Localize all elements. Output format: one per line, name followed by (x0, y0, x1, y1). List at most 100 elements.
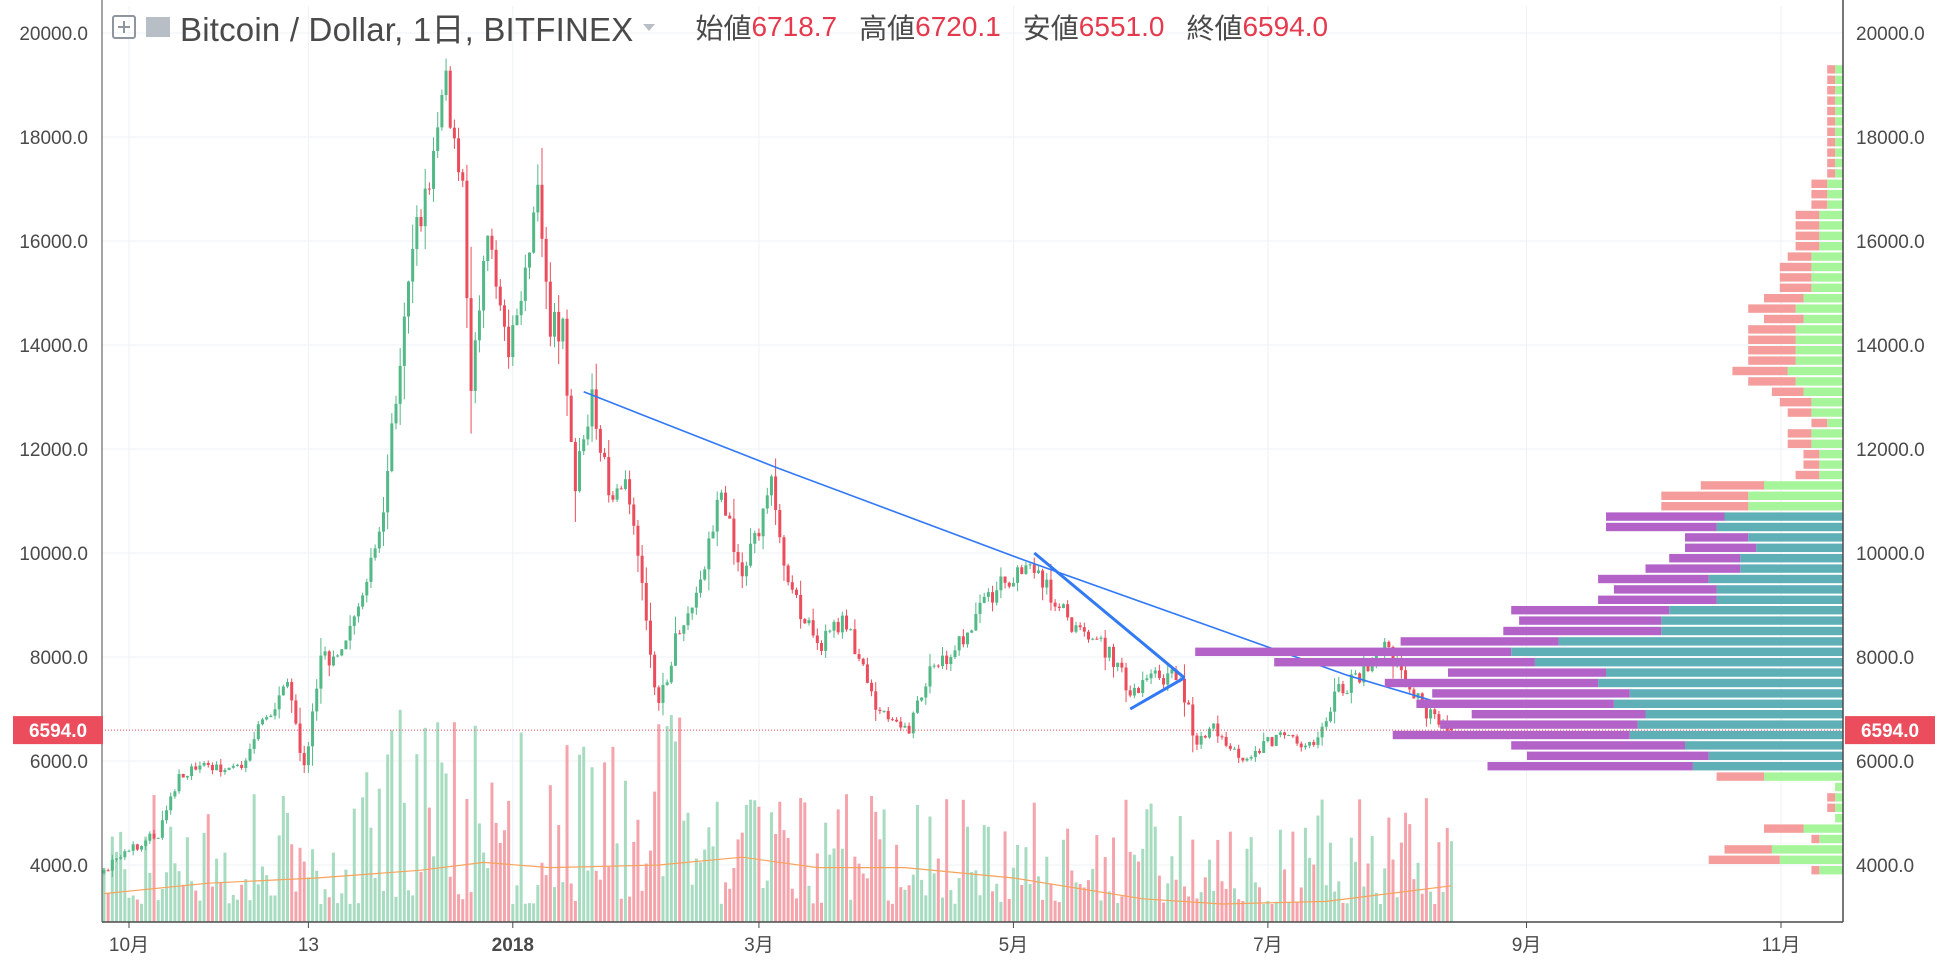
candle-body (286, 682, 290, 687)
volume-profile-bar-down (1811, 834, 1820, 844)
candle-body (540, 184, 544, 239)
symbol-title[interactable]: Bitcoin / Dollar, 1日, BITFINEX (180, 11, 634, 48)
candle-body (1270, 737, 1274, 746)
volume-profile-bar-up (1835, 169, 1843, 178)
volume-profile-bar-down (1716, 772, 1764, 781)
volume-profile-bar-up (1835, 86, 1843, 95)
candle-body (561, 318, 565, 342)
candle-body (553, 311, 557, 337)
volume-bar (156, 900, 160, 922)
volume-profile-bar-down (1724, 845, 1772, 854)
candle-body (648, 620, 652, 655)
candle-body (761, 508, 765, 537)
candle-body (1387, 641, 1391, 648)
candle-body (1233, 748, 1237, 750)
candle-body (1141, 680, 1145, 694)
volume-bar (1349, 837, 1353, 922)
candle-body (995, 590, 999, 603)
volume-bar (1120, 896, 1124, 922)
volume-bar (1266, 901, 1270, 922)
volume-bar (949, 890, 953, 922)
volume-profile-bar-down (1598, 595, 1717, 604)
candle-body (1099, 637, 1103, 639)
plus-square-icon[interactable] (112, 15, 136, 39)
volume-bar (578, 754, 582, 922)
volume-profile-bar-up (1835, 117, 1843, 126)
volume-profile-bar-down (1811, 190, 1828, 199)
volume-profile-bar-up (1819, 231, 1843, 240)
candle-body (740, 562, 744, 577)
volume-bar (878, 839, 882, 922)
candle-body (498, 286, 502, 306)
volume-profile-bar-up (1835, 106, 1843, 116)
y-tick-label-left: 12000.0 (19, 440, 88, 461)
volume-profile-bar-up (1756, 543, 1843, 552)
candle-body (694, 592, 698, 608)
volume-bar (995, 883, 999, 922)
volume-bar (636, 819, 640, 922)
volume-profile-bar-up (1637, 720, 1843, 729)
volume-profile-bar-up (1795, 304, 1843, 313)
open-label: 始値 (695, 13, 752, 44)
volume-bar (978, 895, 982, 922)
candle-body (281, 686, 285, 696)
candle-body (778, 510, 782, 538)
y-tick-label-left: 8000.0 (30, 648, 88, 669)
candle-body (461, 172, 465, 181)
volume-profile-bar-up (1819, 470, 1843, 480)
volume-profile-bar-down (1795, 221, 1820, 230)
volume-bar (244, 879, 248, 922)
volume-bar (928, 816, 932, 922)
volume-profile-bar-up (1819, 210, 1843, 220)
volume-bar (206, 814, 210, 922)
chevron-down-icon[interactable] (643, 23, 656, 31)
candle-body (1020, 567, 1024, 574)
candle-body (1291, 735, 1295, 737)
volume-profile-bar-down (1487, 762, 1693, 771)
candle-body (1328, 711, 1332, 722)
volume-bar (498, 842, 502, 922)
volume-bar (1249, 837, 1253, 922)
candle-body (974, 613, 978, 631)
volume-profile-bar-down (1779, 273, 1812, 282)
candle-body (294, 700, 298, 724)
candle-body (290, 682, 294, 701)
volume-profile-bar-up (1764, 772, 1843, 781)
volume-bar (890, 903, 894, 922)
candle-body (127, 850, 131, 852)
volume-bar (381, 890, 385, 922)
volume-bar (765, 880, 769, 922)
candle-body (1166, 673, 1170, 685)
volume-profile-bar-down (1440, 720, 1638, 729)
volume-bar (924, 895, 928, 922)
candle-body (644, 582, 648, 621)
volume-profile-bar-up (1835, 148, 1843, 157)
volume-bar (427, 807, 431, 922)
volume-bar (1433, 903, 1437, 922)
candle-body (632, 504, 636, 526)
candle-body (1412, 689, 1416, 699)
volume-bar (986, 826, 990, 922)
volume-bar (1162, 902, 1166, 922)
volume-bar (782, 830, 786, 922)
candle-body (398, 365, 402, 404)
volume-bar (219, 882, 223, 922)
volume-profile-bar-up (1819, 450, 1843, 459)
candle-body (986, 592, 990, 597)
candle-body (381, 512, 385, 532)
candle-body (1349, 674, 1353, 693)
volume-bar (436, 722, 440, 922)
candle-body (945, 655, 949, 665)
volume-profile-bar-up (1835, 96, 1843, 105)
flag-icon[interactable] (146, 15, 170, 39)
candle-body (206, 762, 210, 765)
volume-bar (1078, 883, 1082, 922)
candle-body (135, 844, 139, 850)
volume-bar (665, 726, 669, 922)
candle-body (190, 766, 194, 777)
volume-bar (402, 802, 406, 922)
candle-body (1362, 664, 1366, 683)
candle-body (181, 773, 185, 778)
